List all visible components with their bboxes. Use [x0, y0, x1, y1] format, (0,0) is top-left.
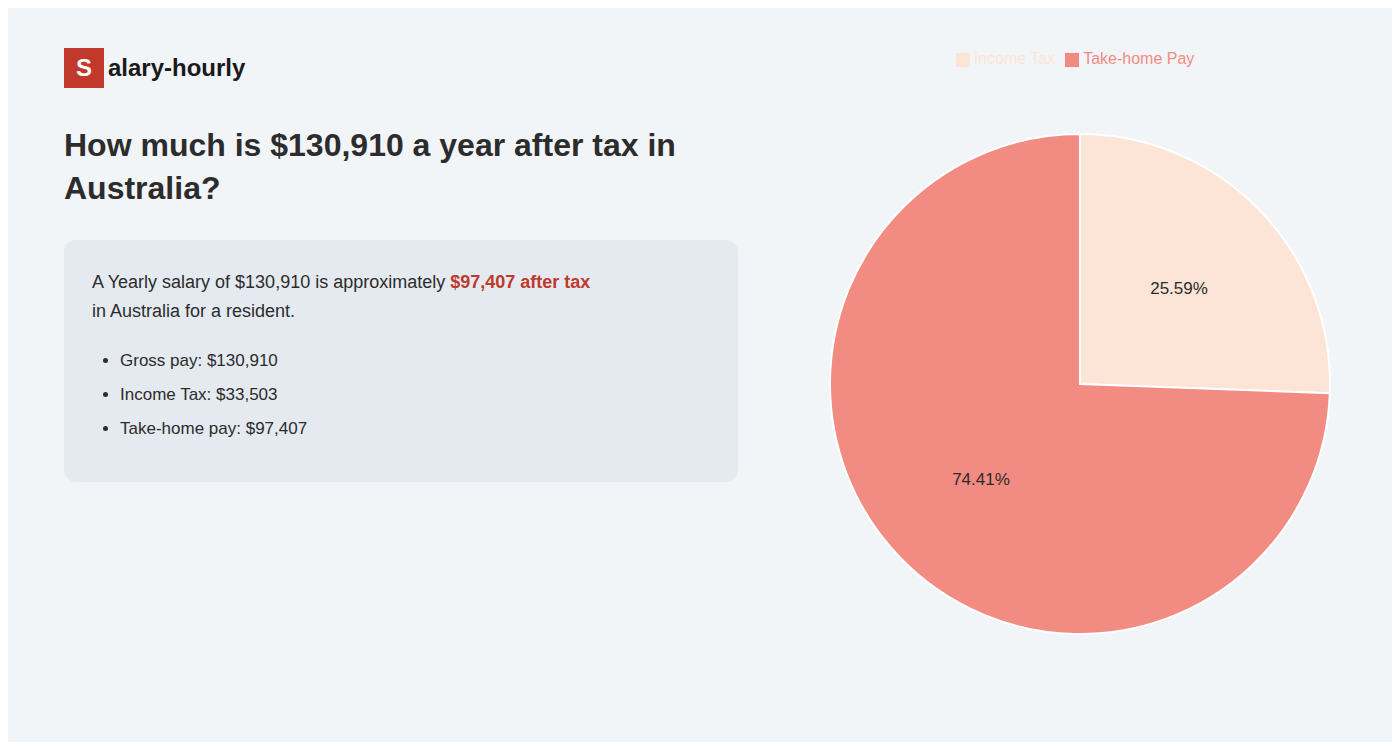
html-text:A Yearly salary of $130,910 is: A Yearly salary of $130,910 is approxima…: [92, 272, 591, 293]
html-text:Gross pay: $130,910: Gross pay: $130,910: [120, 351, 278, 370]
html-text:How much is $130,910 a year af: How much is $130,910 a year after tax in…: [64, 127, 676, 207]
html-text:Take-home pay: $97,407: Take-home pay: $97,407: [120, 419, 308, 438]
html-text:in Australia for a resident.: in Australia for a resident.: [92, 301, 296, 322]
svg-text:25.59%: 25.59%: [1150, 279, 1208, 298]
svg-text:74.41%: 74.41%: [952, 470, 1010, 489]
html-text:S: S: [76, 54, 92, 81]
html-text:Income Tax: $33,503: Income Tax: $33,503: [120, 385, 278, 404]
html-text:Income Tax: Income Tax: [973, 50, 1056, 67]
html-text:Take-home Pay: Take-home Pay: [1083, 50, 1195, 67]
html-text:alary-hourly: alary-hourly: [108, 54, 246, 81]
